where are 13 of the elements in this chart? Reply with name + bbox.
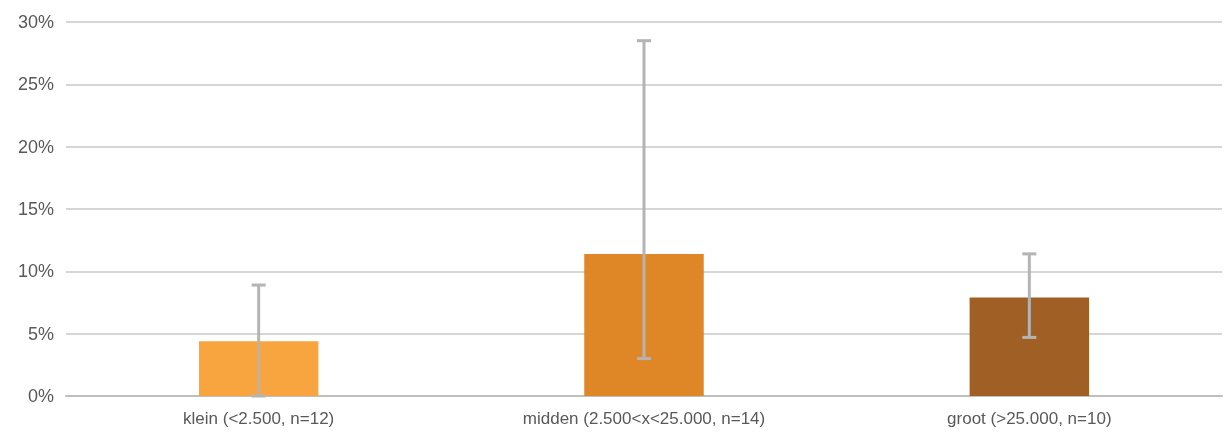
y-tick-label: 10% <box>17 261 54 282</box>
bar <box>969 297 1090 396</box>
y-tick-label: 5% <box>27 323 54 344</box>
y-tick-label: 25% <box>17 74 54 95</box>
bar <box>584 253 704 396</box>
y-tick-label: 30% <box>17 12 54 32</box>
x-tick-label: klein (<2.500, n=12) <box>183 409 335 428</box>
y-tick-label: 15% <box>17 199 54 219</box>
x-tick-label: midden (2.500<x<25.000, n=14) <box>522 409 766 428</box>
y-tick-label: 20% <box>17 136 54 157</box>
bar <box>198 341 319 396</box>
y-tick-label: 0% <box>27 386 54 406</box>
x-tick-label: groot (>25.000, n=10) <box>947 409 1112 428</box>
